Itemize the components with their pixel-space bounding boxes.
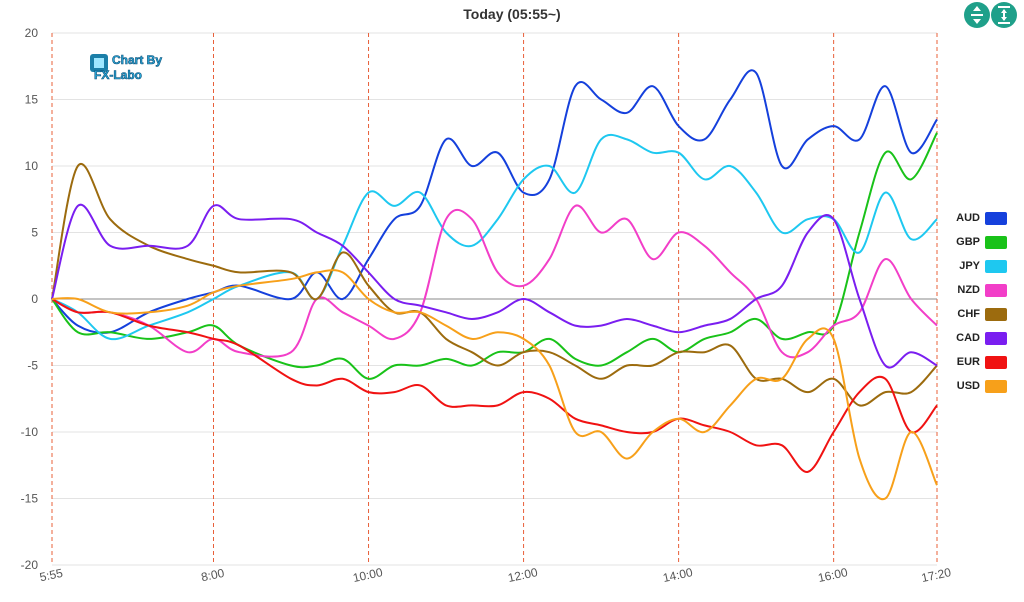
series-line-jpy — [51, 133, 938, 341]
series-line-chf — [51, 162, 938, 407]
x-tick-label: 14:00 — [662, 565, 695, 585]
legend-label: GBP — [956, 236, 980, 248]
legend: AUD GBP JPY NZD CHF CAD EUR USD — [946, 206, 1018, 398]
y-tick-label: 10 — [25, 159, 39, 173]
legend-swatch — [985, 259, 1007, 273]
y-tick-label: -10 — [21, 425, 39, 439]
legend-swatch — [985, 211, 1007, 225]
y-axis-tick-labels: 20 15 10 5 0 -5 -10 -15 -20 — [21, 26, 39, 572]
legend-label: NZD — [957, 284, 980, 296]
legend-swatch — [985, 331, 1007, 345]
legend-swatch — [985, 283, 1007, 297]
legend-item-cad[interactable]: CAD — [946, 326, 1018, 350]
chart-title: Today (05:55~) — [463, 6, 561, 22]
series-line-nzd — [51, 204, 938, 359]
legend-label: EUR — [956, 356, 980, 368]
x-tick-label: 17:20 — [920, 565, 953, 585]
legend-item-usd[interactable]: USD — [946, 374, 1018, 398]
series-line-eur — [51, 298, 938, 473]
legend-item-aud[interactable]: AUD — [946, 206, 1018, 230]
legend-swatch — [985, 379, 1007, 393]
legend-label: JPY — [959, 260, 980, 272]
x-tick-label: 12:00 — [507, 565, 540, 585]
legend-swatch — [985, 355, 1007, 369]
x-tick-label: 5:55 — [38, 566, 64, 585]
fit-vertical-icon — [998, 6, 1010, 24]
x-tick-label: 16:00 — [817, 565, 850, 585]
legend-swatch — [985, 235, 1007, 249]
x-tick-label: 10:00 — [352, 565, 385, 585]
expand-vertical-icon — [971, 6, 983, 24]
series-line-cad — [51, 203, 938, 369]
legend-item-jpy[interactable]: JPY — [946, 254, 1018, 278]
y-tick-label: -15 — [21, 492, 39, 506]
legend-item-gbp[interactable]: GBP — [946, 230, 1018, 254]
legend-label: CHF — [957, 308, 980, 320]
series-line-usd — [51, 269, 938, 501]
y-tick-label: 15 — [25, 93, 39, 107]
expand-vertical-button[interactable] — [964, 2, 990, 28]
series-line-aud — [51, 69, 938, 334]
y-tick-label: 0 — [31, 292, 38, 306]
fit-vertical-button[interactable] — [991, 2, 1017, 28]
legend-label: USD — [956, 380, 980, 392]
series-lines — [51, 69, 938, 501]
legend-item-chf[interactable]: CHF — [946, 302, 1018, 326]
legend-swatch — [985, 307, 1007, 321]
legend-item-nzd[interactable]: NZD — [946, 278, 1018, 302]
legend-label: CAD — [956, 332, 980, 344]
y-tick-label: 5 — [31, 226, 38, 240]
x-tick-label: 8:00 — [200, 566, 226, 585]
legend-label: AUD — [956, 212, 980, 224]
y-tick-label: 20 — [25, 26, 39, 40]
watermark-line2: FX-Labo — [94, 68, 142, 82]
x-axis-tick-labels: 5:55 8:00 10:00 12:00 14:00 16:00 17:20 — [38, 565, 952, 585]
y-tick-label: -20 — [21, 558, 39, 572]
watermark-logo: Chart By FX-Labo — [88, 50, 188, 84]
watermark-line1: Chart By — [112, 53, 162, 67]
y-tick-label: -5 — [27, 359, 38, 373]
legend-item-eur[interactable]: EUR — [946, 350, 1018, 374]
